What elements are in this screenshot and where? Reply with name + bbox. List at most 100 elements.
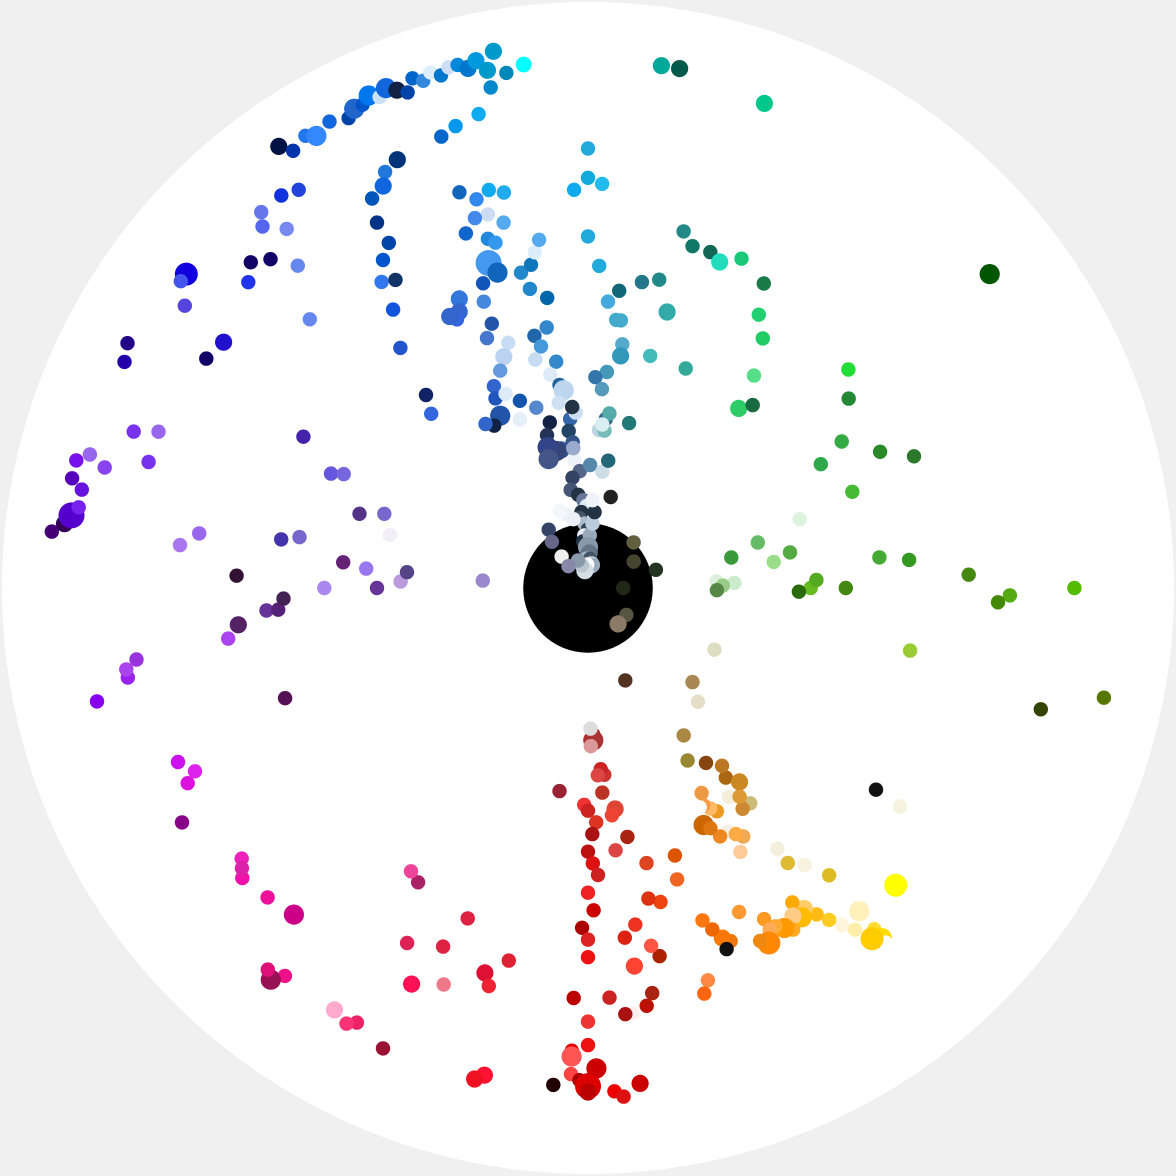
- data-point: [481, 182, 496, 198]
- data-point: [399, 935, 415, 951]
- data-point: [582, 457, 598, 473]
- data-points-layer: [44, 42, 1112, 1104]
- data-point: [751, 307, 766, 322]
- data-point: [533, 339, 549, 354]
- data-point: [369, 580, 385, 596]
- data-point: [676, 224, 691, 239]
- data-point: [834, 917, 850, 933]
- data-point: [838, 580, 853, 596]
- data-point: [626, 535, 641, 550]
- data-point: [821, 868, 837, 883]
- data-point: [631, 1074, 649, 1092]
- data-point: [512, 393, 528, 408]
- data-point: [809, 907, 824, 922]
- data-point: [74, 482, 90, 497]
- data-point: [566, 440, 581, 456]
- data-point: [1067, 580, 1082, 596]
- data-point: [317, 580, 332, 596]
- data-point: [349, 1015, 365, 1030]
- data-point: [359, 561, 374, 576]
- data-point: [44, 524, 59, 539]
- data-point: [592, 258, 607, 274]
- data-point: [561, 1046, 582, 1067]
- data-point: [1002, 588, 1018, 603]
- data-point: [580, 1014, 596, 1029]
- data-point: [513, 265, 529, 280]
- data-point: [543, 367, 558, 382]
- data-point: [712, 829, 728, 844]
- data-point: [797, 857, 812, 873]
- data-point: [901, 552, 917, 568]
- data-point: [586, 1058, 607, 1079]
- data-point: [695, 913, 710, 928]
- data-point: [385, 302, 401, 317]
- data-point: [496, 185, 512, 200]
- data-point: [603, 489, 618, 505]
- data-point: [705, 922, 720, 937]
- data-point: [375, 1041, 391, 1056]
- data-point: [697, 986, 712, 1001]
- data-point: [89, 694, 105, 709]
- data-point: [707, 642, 722, 657]
- data-point: [585, 493, 600, 508]
- data-point: [512, 412, 528, 427]
- data-point: [580, 885, 596, 900]
- data-point: [377, 506, 392, 521]
- data-point: [588, 370, 603, 385]
- data-point: [791, 584, 807, 599]
- data-point: [561, 423, 576, 439]
- data-point: [698, 755, 714, 771]
- data-point: [652, 57, 671, 75]
- data-point: [721, 789, 737, 805]
- data-point: [291, 182, 306, 197]
- data-point: [719, 941, 734, 957]
- data-point: [602, 990, 617, 1005]
- data-point: [375, 252, 391, 268]
- data-point: [561, 559, 576, 574]
- data-point: [566, 512, 581, 527]
- data-point: [82, 447, 98, 462]
- data-point: [126, 424, 141, 439]
- data-point: [400, 85, 415, 100]
- data-point: [616, 580, 631, 596]
- data-point: [377, 164, 393, 180]
- data-point: [724, 550, 739, 565]
- data-point: [727, 575, 742, 591]
- data-point: [523, 257, 539, 272]
- data-point: [680, 753, 695, 768]
- data-point: [388, 272, 403, 288]
- data-point: [498, 386, 513, 401]
- data-point: [580, 170, 596, 185]
- data-point: [585, 826, 600, 842]
- data-point: [170, 754, 186, 770]
- data-point: [285, 143, 301, 158]
- data-point: [481, 978, 496, 994]
- data-point: [847, 922, 863, 937]
- data-point: [718, 770, 733, 785]
- data-point: [580, 950, 596, 965]
- data-point: [544, 534, 560, 549]
- data-point: [403, 975, 421, 993]
- data-point: [609, 615, 627, 633]
- data-point: [475, 573, 490, 588]
- data-point: [595, 785, 610, 800]
- data-point: [685, 674, 700, 690]
- data-point: [703, 821, 718, 836]
- data-point: [501, 335, 516, 350]
- data-point: [617, 930, 632, 945]
- data-point: [277, 691, 293, 706]
- data-point: [336, 466, 351, 482]
- data-point: [667, 848, 683, 863]
- data-point: [192, 526, 207, 541]
- data-point: [551, 395, 566, 410]
- data-point: [552, 503, 568, 519]
- data-point: [255, 219, 270, 234]
- data-point: [471, 106, 486, 122]
- data-point: [486, 379, 502, 394]
- data-point: [792, 512, 807, 527]
- data-point: [678, 361, 693, 376]
- data-point: [782, 545, 798, 560]
- data-point: [608, 843, 623, 858]
- data-point: [694, 785, 709, 801]
- data-point: [731, 904, 747, 920]
